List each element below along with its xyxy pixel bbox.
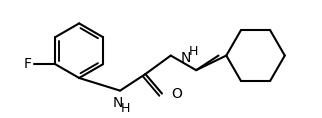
Text: O: O: [172, 87, 183, 101]
Text: H: H: [188, 45, 198, 59]
Text: F: F: [23, 57, 31, 71]
Text: H: H: [121, 102, 131, 115]
Text: N: N: [113, 95, 123, 110]
Text: N: N: [180, 51, 191, 65]
